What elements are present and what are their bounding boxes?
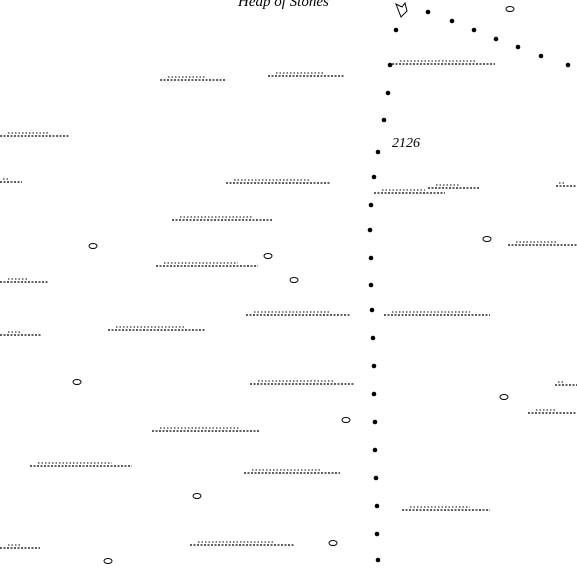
stone-symbol (103, 558, 113, 564)
boundary-dot (371, 174, 377, 180)
boundary-dot (449, 18, 455, 24)
boundary-dot (370, 335, 376, 341)
boundary-dot (375, 149, 381, 155)
boundary-dot (381, 117, 387, 123)
boundary-dot (371, 363, 377, 369)
boundary-dot (515, 44, 521, 50)
heap-label: Heap of Stones (237, 0, 329, 10)
stone-symbol (499, 394, 509, 400)
boundary-dot (368, 282, 374, 288)
boundary-dot (368, 202, 374, 208)
boundary-dot (368, 255, 374, 261)
boundary-dot (385, 90, 391, 96)
spot-height-label: 2126 (392, 136, 420, 151)
boundary-dot (369, 307, 375, 313)
stone-symbol (263, 253, 273, 259)
boundary-dot (565, 62, 571, 68)
stone-symbol (289, 277, 299, 283)
boundary-dot (425, 9, 431, 15)
boundary-dot (372, 419, 378, 425)
boundary-dot (471, 27, 477, 33)
boundary-dot (372, 447, 378, 453)
boundary-dot (374, 503, 380, 509)
boundary-dot (493, 36, 499, 42)
stone-symbol (192, 493, 202, 499)
stone-symbol (88, 243, 98, 249)
heap-symbol (395, 1, 408, 18)
boundary-dot (374, 531, 380, 537)
boundary-dot (387, 62, 393, 68)
boundary-dot (538, 53, 544, 59)
stone-symbol (505, 6, 515, 12)
map-features (0, 1, 577, 564)
boundary-dot (373, 475, 379, 481)
stone-symbol (482, 236, 492, 242)
stone-symbol (328, 540, 338, 546)
boundary-dot (371, 391, 377, 397)
boundary-dot (367, 227, 373, 233)
stone-symbol (341, 417, 351, 423)
boundary-dot (393, 27, 399, 33)
boundary-dot (375, 557, 381, 563)
stone-symbol (72, 379, 82, 385)
